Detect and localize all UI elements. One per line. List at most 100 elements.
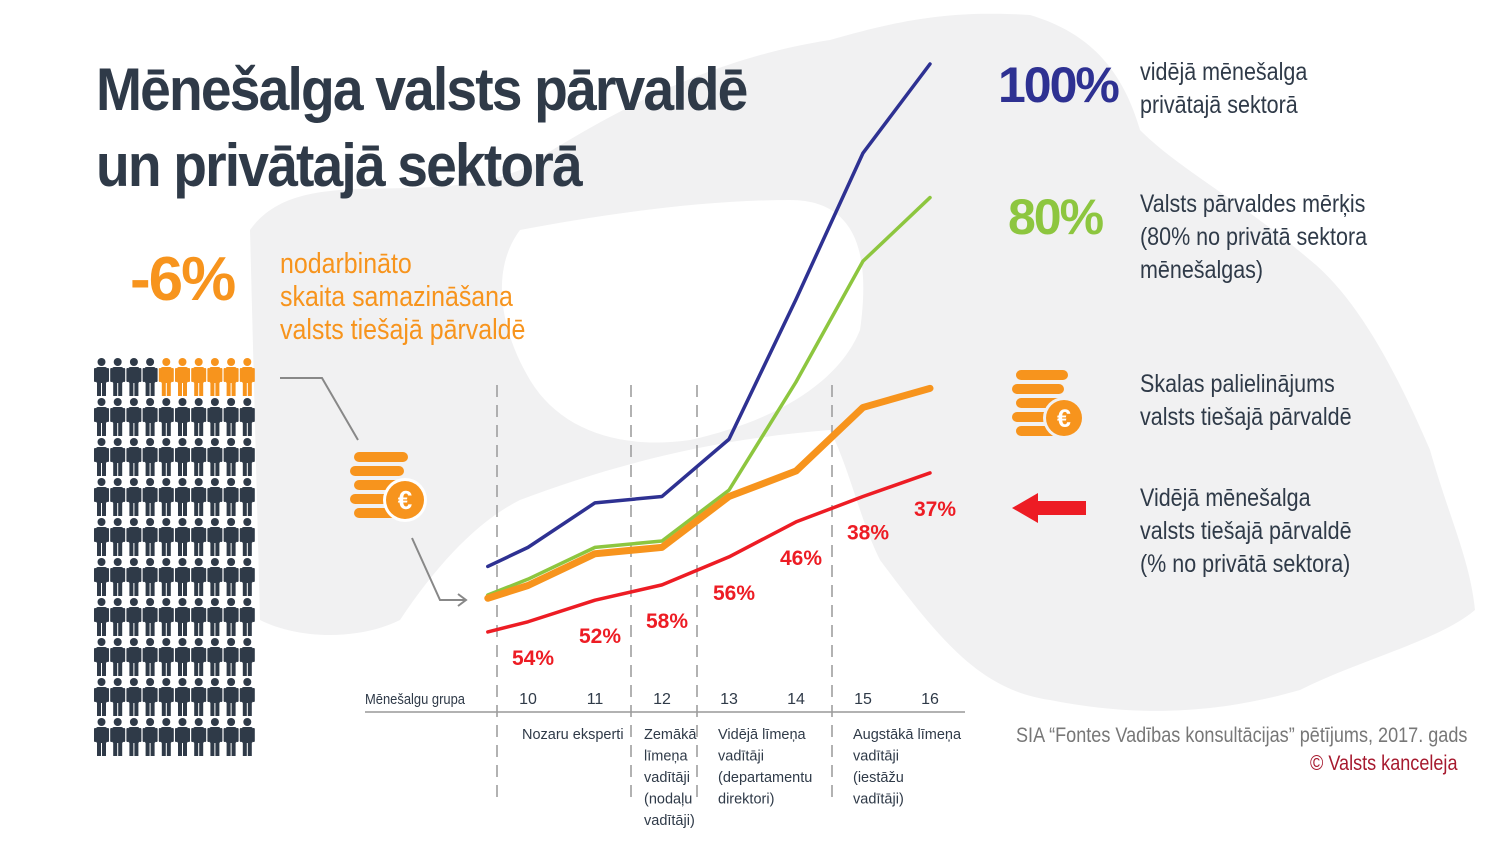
person-icon xyxy=(126,598,142,636)
x-tick-label: 15 xyxy=(854,691,872,708)
data-label: 37% xyxy=(914,498,956,521)
x-tick-label: 14 xyxy=(787,691,805,708)
person-icon xyxy=(94,598,109,636)
person-icon xyxy=(158,398,174,436)
person-icon xyxy=(191,358,207,396)
source-text: SIA “Fontes Vadības konsultācijas” pētīj… xyxy=(1016,724,1468,747)
connector-line-bottom xyxy=(411,537,466,601)
series-line-private xyxy=(486,62,932,569)
person-icon xyxy=(239,358,255,396)
legend-marker-80%: 80% xyxy=(1008,189,1104,245)
person-icon xyxy=(239,398,255,436)
person-icon xyxy=(223,678,239,716)
person-icon xyxy=(175,438,190,476)
legend-text-line: vidējā mēnešalga xyxy=(1140,58,1308,86)
group-label: vadītāji) xyxy=(853,792,904,808)
person-icon xyxy=(239,558,255,596)
x-tick-label: 16 xyxy=(921,691,939,708)
people-grid xyxy=(94,358,255,756)
person-icon xyxy=(223,718,239,756)
person-icon xyxy=(207,398,223,436)
person-icon xyxy=(126,478,142,516)
legend-text-line: Skalas palielinājums xyxy=(1140,370,1335,398)
data-label: 56% xyxy=(713,582,755,605)
headcount-value: -6% xyxy=(130,245,236,314)
x-tick-label: 13 xyxy=(720,691,738,708)
person-icon xyxy=(239,518,255,556)
person-icon xyxy=(191,678,207,716)
person-icon xyxy=(158,478,174,516)
legend-text-line: (% no privātā sektora) xyxy=(1140,550,1351,578)
person-icon xyxy=(110,518,126,556)
legend-marker-100%: 100% xyxy=(998,57,1120,113)
person-icon xyxy=(110,678,126,716)
legend-text: Vidējā mēnešalga valsts tiešajā pārvaldē (… xyxy=(1140,482,1352,581)
person-icon xyxy=(94,558,109,596)
person-icon xyxy=(191,398,207,436)
headcount-text-line: nodarbināto xyxy=(280,248,412,280)
person-icon xyxy=(94,718,109,756)
legend-text-line: valsts tiešajā pārvaldē xyxy=(1140,403,1352,431)
person-icon xyxy=(191,478,207,516)
group-label: (iestāžu xyxy=(853,770,904,786)
person-icon xyxy=(191,638,207,676)
person-icon xyxy=(191,438,207,476)
person-icon xyxy=(191,598,207,636)
group-label: vadītāji xyxy=(644,770,690,786)
data-label: 38% xyxy=(847,521,889,544)
person-icon xyxy=(158,598,174,636)
headcount-text: nodarbināto skaita samazināšana valsts t… xyxy=(280,248,525,347)
series-line-public xyxy=(486,471,932,634)
person-icon xyxy=(126,518,142,556)
person-icon xyxy=(175,518,190,556)
person-icon xyxy=(142,438,158,476)
legend-text-line: (80% no privātā sektora xyxy=(1140,223,1368,251)
person-icon xyxy=(110,478,126,516)
person-icon xyxy=(158,358,174,396)
legend-text-line: Valsts pārvaldes mērķis xyxy=(1140,190,1366,218)
person-icon xyxy=(110,558,126,596)
person-icon xyxy=(94,398,109,436)
group-label: Zemākā xyxy=(644,727,697,743)
legend-text-line: mēnešalgas) xyxy=(1140,256,1264,284)
person-icon xyxy=(142,558,158,596)
person-icon xyxy=(223,478,239,516)
person-icon xyxy=(142,598,158,636)
legend-text: Skalas palielinājums valsts tiešajā pārva… xyxy=(1140,368,1352,434)
person-icon xyxy=(207,678,223,716)
person-icon xyxy=(223,638,239,676)
title-line-2: un privātajā sektorā xyxy=(96,132,583,199)
person-icon xyxy=(94,638,109,676)
legend-text-line: valsts tiešajā pārvaldē xyxy=(1140,517,1352,545)
person-icon xyxy=(175,718,190,756)
legend-text: vidējā mēnešalga privātajā sektorā xyxy=(1140,56,1307,122)
group-label: (departamentu xyxy=(718,770,812,786)
person-icon xyxy=(239,438,255,476)
x-tick-label: 10 xyxy=(519,691,537,708)
person-icon xyxy=(207,358,223,396)
arrow-head-icon xyxy=(457,593,468,607)
person-icon xyxy=(142,678,158,716)
group-label: Augstākā līmeņa xyxy=(853,727,962,743)
group-label: vadītāji) xyxy=(644,813,695,829)
svg-text:€: € xyxy=(398,485,412,515)
page-title: Mēnešalga valsts pārvaldē un privātajā s… xyxy=(96,52,748,204)
person-icon xyxy=(158,638,174,676)
person-icon xyxy=(223,358,239,396)
series-line-target xyxy=(486,195,932,597)
person-icon xyxy=(223,598,239,636)
person-icon xyxy=(126,398,142,436)
person-icon xyxy=(175,638,190,676)
person-icon xyxy=(175,558,190,596)
person-icon xyxy=(223,518,239,556)
person-icon xyxy=(239,478,255,516)
person-icon xyxy=(94,438,109,476)
person-icon xyxy=(126,718,142,756)
person-icon xyxy=(175,398,190,436)
group-label: vadītāji xyxy=(718,749,764,765)
person-icon xyxy=(94,678,109,716)
person-icon xyxy=(126,358,142,396)
person-icon xyxy=(110,718,126,756)
